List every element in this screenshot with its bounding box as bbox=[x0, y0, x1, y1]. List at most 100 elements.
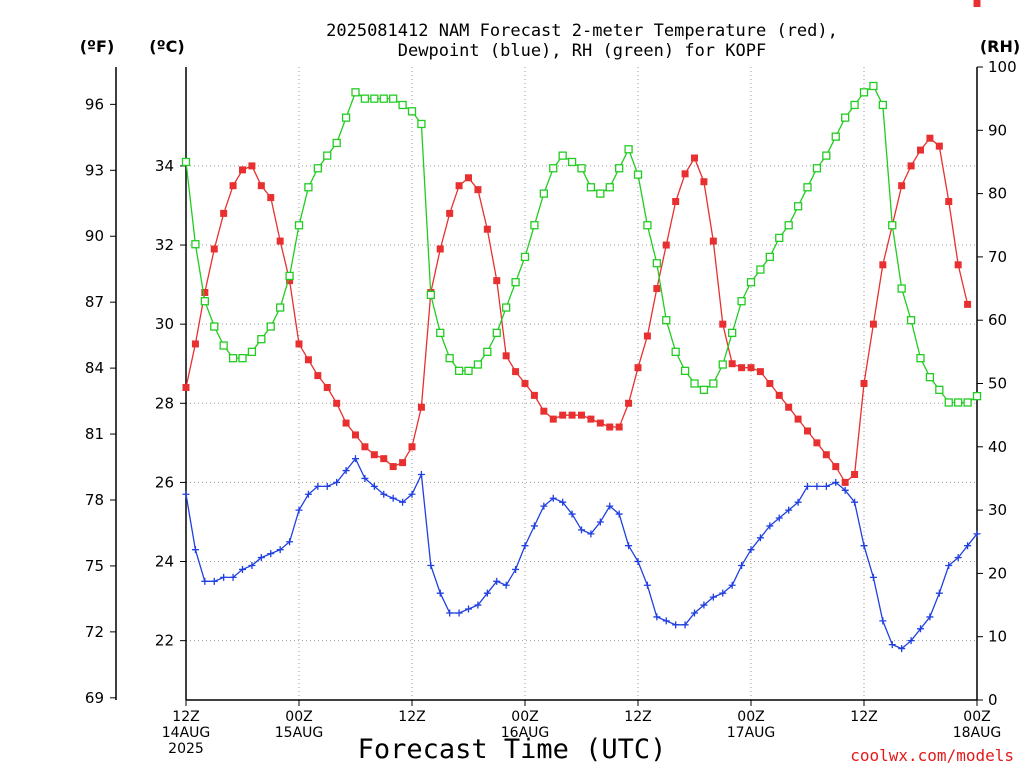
x-tick-label: 00Z bbox=[285, 709, 312, 725]
dewpoint-point bbox=[370, 482, 378, 490]
rh-point bbox=[266, 322, 275, 331]
fahrenheit-tick-label: 69 bbox=[85, 689, 104, 707]
temperature-point bbox=[747, 364, 755, 372]
rh-point bbox=[888, 221, 897, 230]
temperature-point bbox=[691, 154, 698, 162]
dewpoint-point bbox=[361, 474, 369, 482]
x-tick-label: 17AUG bbox=[727, 725, 776, 741]
dewpoint-point bbox=[973, 530, 981, 538]
dewpoint-point bbox=[587, 530, 595, 538]
dewpoint-point bbox=[606, 502, 614, 510]
dewpoint-point bbox=[879, 617, 887, 625]
rh-point bbox=[398, 100, 407, 110]
rh-point bbox=[972, 392, 982, 401]
dewpoint-point bbox=[954, 554, 962, 562]
rh-point bbox=[784, 221, 793, 230]
fahrenheit-tick-label: 93 bbox=[85, 161, 104, 179]
temperature-point bbox=[352, 431, 359, 439]
rh-point bbox=[841, 113, 850, 122]
dewpoint-point bbox=[643, 581, 651, 589]
grid-lines bbox=[186, 67, 977, 700]
rh-point bbox=[492, 328, 501, 338]
rh-point bbox=[445, 354, 454, 363]
dewpoint-point bbox=[201, 577, 209, 585]
temperature-point bbox=[709, 237, 717, 245]
rh-point bbox=[615, 164, 624, 173]
rh-point bbox=[426, 290, 435, 300]
temperature-point bbox=[559, 411, 567, 419]
rh-point bbox=[963, 398, 972, 407]
temperature-point bbox=[483, 225, 491, 233]
dewpoint-point bbox=[869, 573, 877, 581]
temperature-point bbox=[455, 182, 463, 190]
temperature-point bbox=[662, 241, 670, 249]
rh-point bbox=[483, 347, 492, 357]
dewpoint-point bbox=[841, 486, 849, 494]
rh-point bbox=[897, 284, 906, 293]
axes: 9693908784817875726934323028262422100908… bbox=[85, 58, 1017, 757]
rh-point bbox=[238, 354, 247, 363]
dewpoint-point bbox=[239, 565, 246, 573]
temperature-line bbox=[185, 137, 969, 484]
dewpoint-point bbox=[804, 482, 811, 490]
temperature-point bbox=[879, 261, 887, 269]
dewpoint-point bbox=[596, 518, 604, 526]
temperature-point bbox=[954, 261, 962, 269]
temperature-point bbox=[512, 368, 520, 376]
dewpoint-point bbox=[634, 558, 642, 566]
x-tick-label: 14AUG bbox=[162, 725, 211, 741]
temperature-point bbox=[973, 0, 981, 7]
dewpoint-point bbox=[323, 482, 331, 490]
temperature-point bbox=[229, 182, 237, 190]
rh-point bbox=[276, 303, 285, 312]
rh-unit-label: (RH) bbox=[980, 37, 1020, 56]
rh-point bbox=[407, 107, 417, 116]
rh-point bbox=[567, 157, 577, 167]
temperature-point bbox=[964, 300, 972, 308]
dewpoint-point bbox=[286, 538, 294, 546]
dewpoint-point bbox=[530, 522, 538, 530]
rh-point bbox=[624, 145, 633, 154]
dewpoint-point bbox=[578, 526, 585, 534]
rh-point bbox=[859, 88, 869, 97]
rh-point bbox=[906, 316, 916, 325]
dewpoint-point bbox=[625, 542, 633, 550]
fahrenheit-unit-label: (ºF) bbox=[80, 37, 115, 56]
rh-point bbox=[473, 360, 483, 369]
rh-point bbox=[878, 100, 887, 110]
rh-point bbox=[285, 271, 294, 281]
dewpoint-point bbox=[860, 542, 868, 550]
fahrenheit-tick-label: 96 bbox=[85, 95, 104, 113]
temperature-point bbox=[869, 320, 877, 328]
rh-point bbox=[530, 221, 539, 230]
rh-point bbox=[775, 233, 784, 243]
fahrenheit-tick-label: 78 bbox=[85, 491, 104, 509]
temperature-point bbox=[606, 423, 614, 431]
rh-point bbox=[464, 366, 473, 375]
fahrenheit-tick-label: 72 bbox=[85, 623, 104, 641]
rh-point bbox=[662, 316, 671, 325]
rh-point bbox=[370, 94, 379, 103]
temperature-point bbox=[822, 451, 830, 459]
rh-point bbox=[690, 379, 699, 388]
temperature-point bbox=[615, 423, 623, 431]
x-tick-label: 12Z bbox=[624, 709, 651, 725]
dewpoint-point bbox=[832, 478, 840, 486]
rh-point bbox=[925, 373, 935, 382]
dewpoint-point bbox=[276, 546, 284, 554]
x-tick-label: 00Z bbox=[511, 709, 538, 725]
rh-series bbox=[181, 81, 982, 407]
rh-point bbox=[351, 88, 360, 97]
rh-point bbox=[643, 221, 652, 230]
dewpoint-point bbox=[474, 601, 482, 609]
rh-point bbox=[652, 259, 661, 268]
x-tick-label: 00Z bbox=[963, 709, 990, 725]
rh-point bbox=[596, 189, 605, 198]
temperature-point bbox=[804, 427, 811, 435]
dewpoint-point bbox=[785, 506, 793, 514]
rh-point bbox=[737, 297, 746, 306]
celsius-tick-label: 22 bbox=[155, 632, 174, 650]
temperature-point bbox=[257, 182, 265, 190]
dewpoint-series bbox=[182, 455, 981, 653]
